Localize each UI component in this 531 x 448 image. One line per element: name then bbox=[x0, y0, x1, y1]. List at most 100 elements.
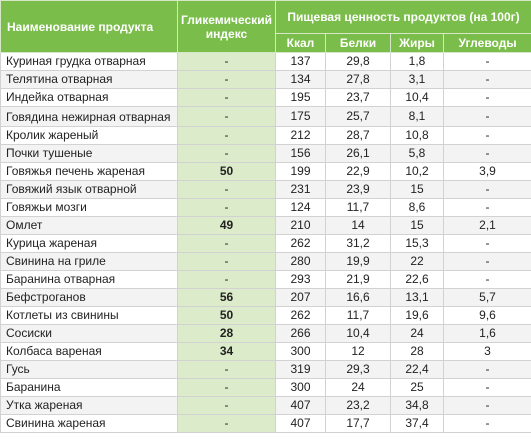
kcal-cell: 175 bbox=[275, 106, 326, 127]
table-row: Индейка отварная -195 23,7 10,4- bbox=[0, 88, 531, 107]
fat-cell: 24 bbox=[390, 324, 444, 343]
protein-cell: 19,9 bbox=[325, 252, 391, 271]
glycemic-index-cell: 49 bbox=[177, 216, 276, 235]
table-row: Телятина отварная -134 27,8 3,1- bbox=[0, 70, 531, 89]
glycemic-index-cell: - bbox=[177, 270, 276, 289]
header-product: Наименование продукта bbox=[0, 0, 178, 53]
product-name-cell: Индейка отварная bbox=[0, 88, 178, 107]
header-nutrition: Пищевая ценность продуктов (на 100г) bbox=[274, 0, 531, 34]
product-name-cell: Котлеты из свинины bbox=[0, 306, 178, 325]
glycemic-index-cell: 34 bbox=[177, 342, 276, 361]
fat-cell: 13,1 bbox=[390, 288, 444, 307]
protein-cell: 16,6 bbox=[325, 288, 391, 307]
protein-cell: 27,8 bbox=[325, 70, 391, 89]
header-row-top: Наименование продукта Гликемический инде… bbox=[0, 0, 531, 53]
carbs-cell: 3,9 bbox=[442, 162, 531, 181]
glycemic-index-cell: - bbox=[177, 378, 276, 397]
fat-cell: 25 bbox=[390, 378, 444, 397]
header-carbs: Углеводы bbox=[442, 33, 531, 53]
protein-cell: 23,7 bbox=[325, 88, 391, 107]
kcal-cell: 231 bbox=[275, 180, 326, 199]
carbs-cell: 5,7 bbox=[442, 288, 531, 307]
glycemic-index-cell: 56 bbox=[177, 288, 276, 307]
protein-cell: 11,7 bbox=[325, 306, 391, 325]
glycemic-index-cell: - bbox=[177, 106, 276, 127]
product-name-cell: Почки тушеные bbox=[0, 144, 178, 163]
fat-cell: 15 bbox=[390, 216, 444, 235]
table-header: Наименование продукта Гликемический инде… bbox=[0, 0, 531, 53]
carbs-cell: 2,1 bbox=[442, 216, 531, 235]
carbs-cell: - bbox=[442, 360, 531, 379]
carbs-cell: - bbox=[442, 378, 531, 397]
fat-cell: 37,4 bbox=[390, 414, 444, 433]
fat-cell: 28 bbox=[390, 342, 444, 361]
product-name-cell: Баранина отварная bbox=[0, 270, 178, 289]
header-glycemic-index: Гликемический индекс bbox=[177, 0, 276, 53]
fat-cell: 10,2 bbox=[390, 162, 444, 181]
carbs-cell: - bbox=[442, 126, 531, 145]
fat-cell: 34,8 bbox=[390, 396, 444, 415]
header-protein: Белки bbox=[325, 33, 391, 53]
carbs-cell: 9,6 bbox=[442, 306, 531, 325]
carbs-cell: - bbox=[442, 52, 531, 71]
carbs-cell: - bbox=[442, 198, 531, 217]
fat-cell: 22,6 bbox=[390, 270, 444, 289]
header-fat: Жиры bbox=[390, 33, 444, 53]
kcal-cell: 156 bbox=[275, 144, 326, 163]
carbs-cell: - bbox=[442, 396, 531, 415]
carbs-cell: - bbox=[442, 234, 531, 253]
kcal-cell: 319 bbox=[275, 360, 326, 379]
product-name-cell: Говядина нежирная отварная bbox=[0, 106, 178, 127]
carbs-cell: - bbox=[442, 270, 531, 289]
protein-cell: 23,9 bbox=[325, 180, 391, 199]
kcal-cell: 300 bbox=[275, 342, 326, 361]
kcal-cell: 407 bbox=[275, 414, 326, 433]
carbs-cell: - bbox=[442, 144, 531, 163]
fat-cell: 5,8 bbox=[390, 144, 444, 163]
table-row: Свинина жареная -407 17,7 37,4- bbox=[0, 414, 531, 433]
table-row: Омлет 49 210 14 15 2,1 bbox=[0, 216, 531, 235]
kcal-cell: 300 bbox=[275, 378, 326, 397]
table-row: Баранина -300 24 25- bbox=[0, 378, 531, 397]
fat-cell: 1,8 bbox=[390, 52, 444, 71]
product-name-cell: Говяжьи мозги bbox=[0, 198, 178, 217]
table-row: Сосиски 28 266 10,4 24 1,6 bbox=[0, 324, 531, 343]
product-name-cell: Баранина bbox=[0, 378, 178, 397]
product-name-cell: Курица жареная bbox=[0, 234, 178, 253]
kcal-cell: 280 bbox=[275, 252, 326, 271]
kcal-cell: 407 bbox=[275, 396, 326, 415]
kcal-cell: 195 bbox=[275, 88, 326, 107]
header-row-sub: Ккал Белки Жиры Углеводы bbox=[1, 33, 531, 53]
protein-cell: 25,7 bbox=[325, 106, 391, 127]
protein-cell: 24 bbox=[325, 378, 391, 397]
table-row: Кролик жареный -212 28,7 10,8- bbox=[0, 126, 531, 145]
glycemic-index-cell: - bbox=[177, 70, 276, 89]
glycemic-index-cell: - bbox=[177, 52, 276, 71]
glycemic-index-cell: - bbox=[177, 198, 276, 217]
glycemic-index-cell: 28 bbox=[177, 324, 276, 343]
kcal-cell: 134 bbox=[275, 70, 326, 89]
product-name-cell: Гусь bbox=[0, 360, 178, 379]
carbs-cell: - bbox=[442, 88, 531, 107]
table-row: Говяжий язык отварной -231 23,9 15- bbox=[0, 180, 531, 199]
table-row: Курица жареная -262 31,2 15,3- bbox=[0, 234, 531, 253]
protein-cell: 17,7 bbox=[325, 414, 391, 433]
product-name-cell: Куриная грудка отварная bbox=[0, 52, 178, 71]
carbs-cell: - bbox=[442, 414, 531, 433]
glycemic-index-cell: 50 bbox=[177, 162, 276, 181]
glycemic-index-cell: - bbox=[177, 252, 276, 271]
protein-cell: 22,9 bbox=[325, 162, 391, 181]
kcal-cell: 266 bbox=[275, 324, 326, 343]
fat-cell: 22 bbox=[390, 252, 444, 271]
protein-cell: 26,1 bbox=[325, 144, 391, 163]
kcal-cell: 262 bbox=[275, 234, 326, 253]
fat-cell: 8,1 bbox=[390, 106, 444, 127]
kcal-cell: 137 bbox=[275, 52, 326, 71]
table-row: Колбаса вареная 34 300 12 28 3 bbox=[0, 342, 531, 361]
carbs-cell: - bbox=[442, 180, 531, 199]
product-name-cell: Говяжья печень жареная bbox=[0, 162, 178, 181]
table-body: Куриная грудка отварная -137 29,8 1,8- Телят… bbox=[0, 52, 531, 433]
product-name-cell: Утка жареная bbox=[0, 396, 178, 415]
product-name-cell: Колбаса вареная bbox=[0, 342, 178, 361]
header-kcal: Ккал bbox=[275, 33, 326, 53]
